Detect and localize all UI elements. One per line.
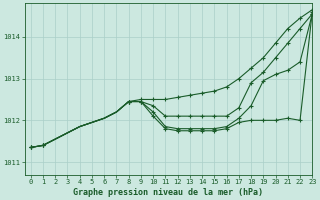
X-axis label: Graphe pression niveau de la mer (hPa): Graphe pression niveau de la mer (hPa) bbox=[74, 188, 263, 197]
